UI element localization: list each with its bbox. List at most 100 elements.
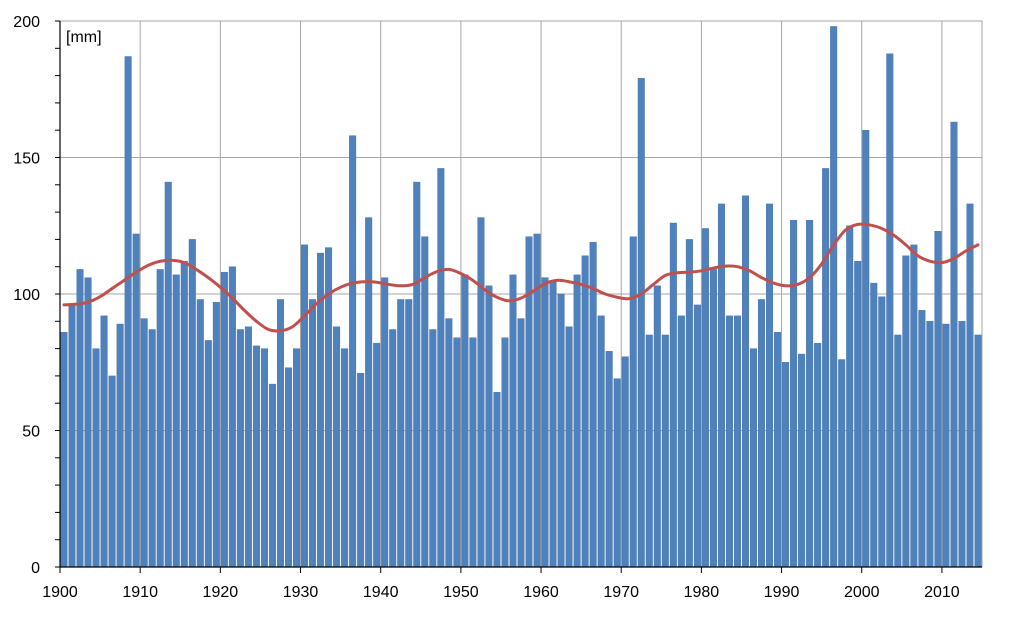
bar-1953 (485, 285, 493, 568)
bar-1916 (188, 239, 196, 568)
bar-1959 (533, 233, 541, 568)
bar-1999 (854, 261, 862, 568)
bar-2012 (958, 321, 966, 568)
bar-1907 (116, 323, 124, 568)
y-tick-label: 200 (13, 14, 40, 31)
bar-1981 (709, 269, 717, 568)
bar-1969 (613, 378, 621, 568)
bar-1989 (774, 332, 782, 568)
bar-1977 (677, 315, 685, 568)
bar-1934 (333, 326, 341, 568)
bar-1993 (806, 220, 814, 568)
bar-2005 (902, 255, 910, 568)
bar-1974 (653, 285, 661, 568)
bar-1926 (268, 383, 276, 568)
bar-1903 (84, 277, 92, 568)
bar-1956 (509, 274, 517, 568)
bar-1937 (357, 372, 365, 568)
bar-2000 (862, 129, 870, 568)
bar-1962 (557, 293, 565, 568)
x-tick-label: 1930 (283, 584, 319, 601)
bar-1939 (373, 342, 381, 568)
bar-1971 (629, 236, 637, 568)
bar-1927 (276, 299, 284, 568)
x-tick-label: 1960 (523, 584, 559, 601)
y-tick-label: 50 (22, 424, 40, 441)
bar-1996 (830, 26, 838, 568)
bar-1963 (565, 326, 573, 568)
bar-2010 (942, 323, 950, 568)
bar-1909 (132, 233, 140, 568)
bar-1938 (365, 217, 373, 568)
bar-1961 (549, 280, 557, 568)
bar-1905 (100, 315, 108, 568)
trend-line-layer (62, 222, 980, 333)
bar-1900 (60, 332, 68, 568)
x-tick-label: 1990 (764, 584, 800, 601)
bar-2014 (974, 334, 982, 568)
x-tick-label: 2010 (924, 584, 960, 601)
bar-1987 (758, 299, 766, 568)
bar-1949 (453, 337, 461, 568)
x-tick-label: 2000 (844, 584, 880, 601)
y-tick-label: 100 (13, 287, 40, 304)
x-tick-label: 1900 (42, 584, 78, 601)
bar-1943 (405, 299, 413, 568)
bar-2006 (910, 244, 918, 568)
bar-1904 (92, 348, 100, 568)
x-tick-label: 1920 (203, 584, 239, 601)
bar-2013 (966, 203, 974, 568)
bar-1970 (621, 356, 629, 568)
bar-1911 (148, 329, 156, 568)
bar-1913 (164, 181, 172, 568)
bar-1942 (397, 299, 405, 568)
bar-2011 (950, 121, 958, 568)
bar-1940 (381, 277, 389, 568)
bar-1914 (172, 274, 180, 568)
bar-2007 (918, 310, 926, 568)
bar-1931 (309, 299, 317, 568)
bar-1994 (814, 342, 822, 568)
bar-1965 (581, 255, 589, 568)
bar-1908 (124, 56, 132, 568)
bar-1917 (196, 299, 204, 568)
bar-1922 (236, 329, 244, 568)
bar-2001 (870, 282, 878, 568)
bar-1983 (725, 315, 733, 568)
bar-2009 (934, 231, 942, 568)
bar-1972 (637, 78, 645, 568)
bar-1951 (469, 337, 477, 568)
bar-1915 (180, 261, 188, 568)
bars-layer (60, 26, 982, 568)
bar-1923 (244, 326, 252, 568)
bar-1912 (156, 269, 164, 568)
bar-1992 (798, 353, 806, 568)
bar-1925 (260, 348, 268, 568)
bar-1921 (228, 266, 236, 568)
bar-2002 (878, 296, 886, 568)
bar-1979 (693, 304, 701, 568)
bar-1978 (685, 239, 693, 568)
bar-1982 (717, 203, 725, 568)
bar-1901 (68, 304, 76, 568)
x-tick-label: 1910 (122, 584, 158, 601)
bar-1952 (477, 217, 485, 568)
bar-1985 (741, 195, 749, 568)
bar-1902 (76, 269, 84, 568)
bar-1941 (389, 329, 397, 568)
bar-1946 (429, 329, 437, 568)
bar-1918 (204, 340, 212, 568)
bar-1929 (293, 348, 301, 568)
y-tick-label: 150 (13, 151, 40, 168)
bar-1998 (846, 225, 854, 568)
bar-1906 (108, 375, 116, 568)
bar-2004 (894, 334, 902, 568)
bar-1967 (597, 315, 605, 568)
x-tick-label: 1970 (603, 584, 639, 601)
bar-1920 (220, 271, 228, 568)
bar-1936 (349, 135, 357, 568)
bar-1973 (645, 334, 653, 568)
bar-1944 (413, 181, 421, 568)
